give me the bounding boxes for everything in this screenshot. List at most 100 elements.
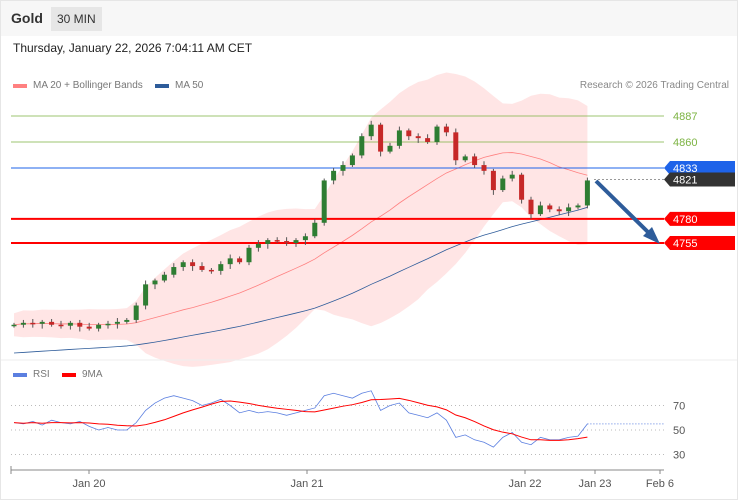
ma50-swatch [155,83,169,88]
candle [199,262,205,272]
candle-body [105,323,111,326]
candle-body [443,126,449,133]
x-tick-label: Jan 23 [578,478,611,490]
rsi-tick-label: 30 [673,450,685,462]
instrument-title: Gold [11,10,43,26]
x-tick-label: Jan 22 [508,478,541,490]
candle-body [114,321,120,324]
candle-body [349,155,355,166]
candle-body [528,199,534,215]
candle-body [406,130,412,137]
candle-body [161,274,167,281]
candle [143,280,149,310]
candle-body [237,258,243,263]
candle [255,240,261,252]
legend-ma20-label: MA 20 + Bollinger Bands [33,80,143,91]
x-tick-label: Jan 20 [72,478,105,490]
candle [302,233,308,245]
last-price-tag [664,172,735,187]
credit-text: Research © 2026 Trading Central [579,80,729,91]
candle-body [368,124,374,137]
x-tick-label: Jan 21 [290,478,323,490]
candle [152,278,158,290]
resistance-label: 4860 [673,137,697,149]
candle-body [500,178,506,191]
candle [20,319,26,328]
candle [11,322,17,328]
rsi-tick-label: 50 [673,425,685,437]
candle [415,133,421,143]
candle [124,318,130,324]
candle [537,201,543,217]
candle [274,237,280,243]
candle-body [96,324,102,329]
rsi-ma9-line [13,397,588,441]
candle [462,154,468,163]
candle-body [425,138,431,142]
candle [86,322,92,331]
legend-ma9: 9MA [62,369,103,380]
candle [39,319,45,329]
candle-body [190,262,196,267]
candle-body [415,136,421,139]
candle-body [199,266,205,270]
support-price-tag [664,211,735,226]
candle-body [180,262,186,268]
candle [378,122,384,157]
candle [237,256,243,265]
support-price-label: 4780 [673,214,697,226]
candle-body [490,170,496,191]
datetime-label: Thursday, January 22, 2026 7:04:11 AM CE… [13,41,253,55]
rsi-line [13,390,588,448]
resistance-label: 4887 [673,111,697,123]
candle [227,254,233,269]
ma20-swatch [13,83,27,88]
candle [180,260,186,271]
candle [387,142,393,154]
support-price-label: 4755 [673,238,697,250]
candle [566,203,572,217]
candle-body [86,326,92,329]
candle-body [312,222,318,237]
candle [481,161,487,175]
candle-body [340,165,346,171]
candle [67,320,73,330]
candle-body [49,321,55,325]
candle [472,153,478,168]
candle [284,237,290,246]
candle-body [359,136,365,156]
candle [49,318,55,327]
candle [312,218,318,239]
candle-body [331,170,337,181]
candle-body [556,209,562,212]
candle-body [321,180,327,223]
candle-body [396,130,402,146]
candle-body [453,132,459,161]
candle [161,271,167,283]
candle [528,196,534,219]
candle-body [584,180,590,206]
candle-body [208,269,214,272]
rsi-swatch [13,372,27,377]
candle [30,318,36,328]
candle [105,320,111,329]
candle [133,302,139,323]
candle [359,133,365,159]
legend-rsi-label: RSI [33,369,50,380]
arrow-head-icon [643,227,660,244]
candle-body [30,322,36,325]
timeframe-button[interactable]: 30 MIN [51,7,102,31]
candle-body [274,240,280,242]
candle-body [58,324,64,327]
candle [349,153,355,167]
candle [556,206,562,216]
candle [406,128,412,141]
candle-body [227,258,233,265]
candle [321,178,327,226]
forecast-arrow [594,179,654,238]
candle [190,259,196,271]
candle-body [218,264,224,271]
candle [96,322,102,332]
candle-body [434,126,440,142]
